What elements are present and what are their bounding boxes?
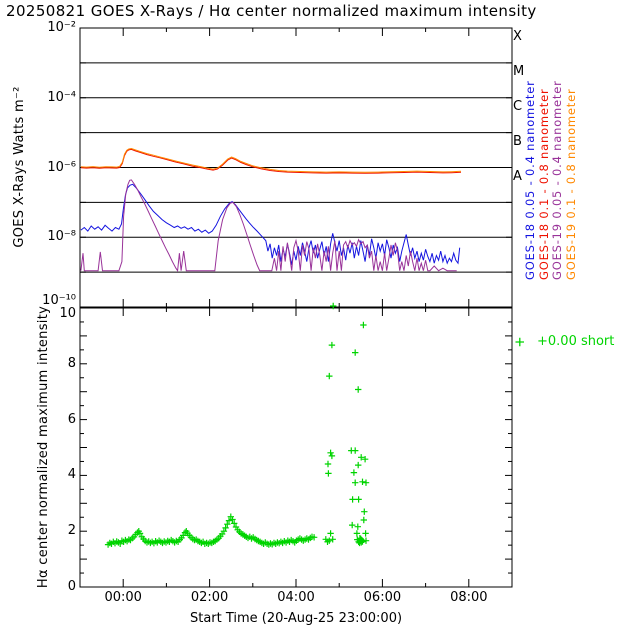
halpha-y-axis-label: Hα center normalized maximum intensity	[36, 305, 51, 589]
xray-curve-goes19-long	[80, 147, 462, 173]
flare-class-letter-C: C	[513, 99, 523, 114]
xray-ytick-label: 10⁻⁴	[47, 89, 76, 105]
xray-legend-item-goes18-short: GOES-18 0.05 - 0.4 nanometer	[523, 80, 537, 280]
xtick-label: 08:00	[450, 590, 488, 605]
xtick-label: 06:00	[363, 590, 402, 605]
halpha-legend-label: +0.00 short	[537, 334, 615, 349]
xray-ytick-label: 10⁻⁸	[47, 229, 76, 245]
x-axis-label: Start Time (20-Aug-25 23:00:00)	[189, 611, 403, 626]
xray-ytick-label: 10⁻⁶	[47, 159, 76, 175]
halpha-ytick-label: 6	[67, 411, 76, 427]
halpha-scatter-points	[104, 302, 370, 548]
xray-legend-item-goes18-long: GOES-18 0.1 - 0.8 nanometer	[536, 88, 551, 280]
xray-ytick-label: 10⁻¹⁰	[42, 293, 76, 308]
page-title: 20250821 GOES X-Rays / Hα center normali…	[6, 2, 537, 20]
halpha-ytick-label: 8	[67, 355, 76, 371]
halpha-legend-marker	[515, 337, 524, 347]
xtick-label: 02:00	[190, 590, 229, 605]
xray-legend-item-goes19-short: GOES-19 0.05 - 0.4 nanometer	[550, 80, 564, 280]
flare-class-letter-B: B	[513, 134, 522, 149]
flare-class-letter-A: A	[513, 169, 522, 184]
xtick-label: 00:00	[104, 590, 142, 605]
flare-class-letter-M: M	[513, 64, 525, 79]
halpha-ytick-label: 4	[67, 467, 76, 483]
halpha-ytick-label: 0	[67, 579, 76, 594]
halpha-ytick-label: 10	[59, 306, 76, 321]
xray-curve-goes18-short	[80, 183, 461, 266]
flare-class-letter-X: X	[513, 29, 522, 44]
xtick-label: 04:00	[277, 590, 315, 605]
halpha-plot-border	[79, 307, 513, 588]
xray-ytick-label: 10⁻²	[47, 20, 76, 35]
halpha-ytick-label: 2	[67, 523, 76, 539]
xray-legend-item-goes19-long: GOES-19 0.1 - 0.8 nanometer	[563, 88, 578, 280]
xray-curve-goes19-short	[80, 179, 457, 273]
